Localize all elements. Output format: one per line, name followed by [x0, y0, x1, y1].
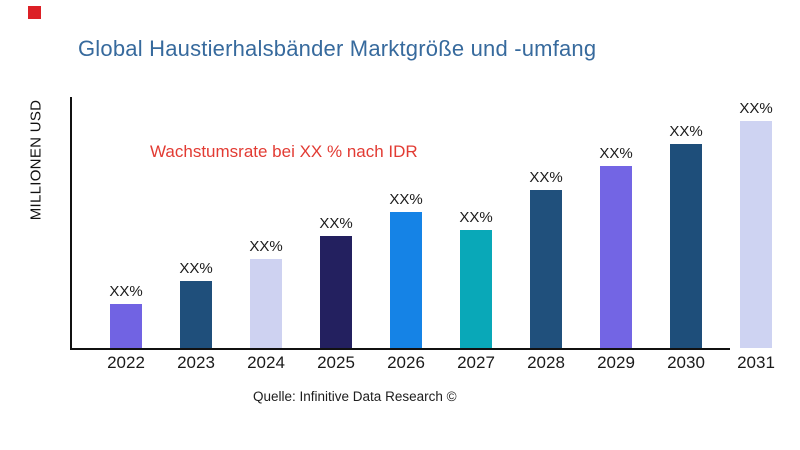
bar-2024: [250, 259, 282, 348]
x-tick-label: 2022: [107, 353, 145, 372]
source-attribution: Quelle: Infinitive Data Research ©: [253, 389, 457, 404]
brand-mark-square: [28, 6, 41, 19]
bar-2026: [390, 212, 422, 348]
bar-value-label: XX%: [599, 145, 633, 162]
x-tick-label: 2029: [597, 353, 635, 372]
bar-2023: [180, 281, 212, 348]
bar-2031: [740, 121, 772, 348]
x-tick-label: 2031: [737, 353, 775, 372]
x-tick-label: 2030: [667, 353, 705, 372]
x-tick-label: 2023: [177, 353, 215, 372]
bar-2027: [460, 230, 492, 348]
bar-value-label: XX%: [389, 191, 423, 208]
x-tick-label: 2028: [527, 353, 565, 372]
x-tick-label: 2026: [387, 353, 425, 372]
bar-value-label: XX%: [739, 100, 773, 117]
x-axis-line: [70, 348, 730, 350]
bar-value-label: XX%: [459, 209, 493, 226]
bar-2030: [670, 144, 702, 348]
x-tick-label: 2024: [247, 353, 285, 372]
bar-value-label: XX%: [529, 169, 563, 186]
x-tick-label: 2025: [317, 353, 355, 372]
bar-2025: [320, 236, 352, 348]
bar-value-label: XX%: [669, 123, 703, 140]
growth-rate-annotation: Wachstumsrate bei XX % nach IDR: [150, 142, 418, 161]
x-tick-label: 2027: [457, 353, 495, 372]
bar-2022: [110, 304, 142, 348]
bar-2029: [600, 166, 632, 348]
y-axis-label: MILLIONEN USD: [27, 99, 45, 221]
bar-value-label: XX%: [319, 215, 353, 232]
bar-2028: [530, 190, 562, 348]
bar-value-label: XX%: [179, 260, 213, 277]
y-axis-line: [70, 97, 72, 350]
chart-title: Global Haustierhalsbänder Marktgröße und…: [78, 36, 597, 61]
bar-value-label: XX%: [109, 283, 143, 300]
bar-value-label: XX%: [249, 238, 283, 255]
